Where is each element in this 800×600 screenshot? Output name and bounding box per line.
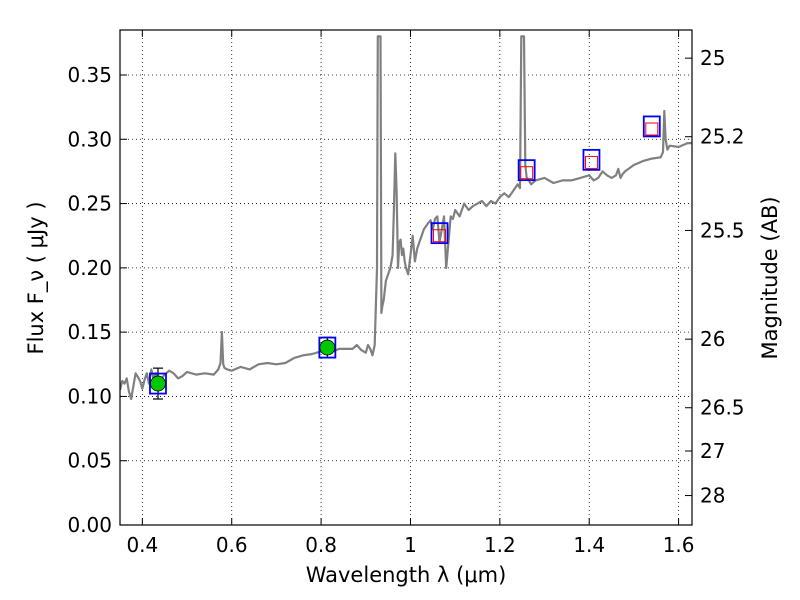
y-axis-label: Flux F_ν ( μJy ): [24, 201, 49, 354]
x-tick-label: 1: [404, 533, 417, 557]
mag-tick-label: 26: [700, 327, 725, 351]
observed-point: [319, 339, 336, 356]
model-square: [517, 159, 536, 182]
y-tick-label: 0.35: [67, 63, 112, 87]
observed-point: [150, 375, 166, 392]
red-marker: [433, 229, 447, 243]
y-tick-label: 0.30: [67, 127, 112, 151]
x-axis-label: Wavelength λ (μm): [306, 563, 507, 587]
mag-tick-label: 25.2: [700, 125, 745, 149]
red-marker: [520, 166, 534, 180]
mag-tick-label: 26.5: [700, 396, 745, 420]
x-tick-label: 1.4: [573, 533, 605, 557]
x-tick-label: 1.6: [663, 533, 695, 557]
y-tick-label: 0.20: [67, 256, 112, 280]
photometry-markers: [149, 115, 661, 400]
red-marker: [645, 122, 659, 136]
spectrum-layer: [120, 35, 692, 401]
mag-tick-label: 27: [700, 439, 725, 463]
right-axis-label: Magnitude (AB): [758, 196, 782, 359]
mag-tick-label: 25: [700, 46, 725, 70]
y-tick-label: 0.15: [67, 320, 112, 344]
axis-ticks: 0.4 0.6 0.8 1 1.2 1.4 1.6 0.00 0.05 0.10 0.15 0.20 0…: [67, 30, 745, 557]
model-square: [642, 115, 661, 138]
plot-frame: [119, 29, 693, 526]
x-tick-label: 0.4: [126, 533, 158, 557]
mag-tick-label: 28: [700, 484, 725, 508]
y-tick-label: 0.05: [67, 449, 112, 473]
y-tick-label: 0.10: [67, 384, 112, 408]
model-square: [149, 372, 167, 395]
x-tick-label: 0.8: [305, 533, 337, 557]
y-tick-label: 0.25: [67, 192, 112, 216]
mag-tick-label: 25.5: [700, 218, 745, 242]
red-marker: [584, 155, 598, 169]
x-tick-label: 1.2: [484, 533, 516, 557]
y-tick-label: 0.00: [67, 513, 112, 537]
model-square: [318, 336, 337, 359]
x-tick-label: 0.6: [216, 533, 248, 557]
grid-lines: [120, 30, 692, 526]
spectrum-line: [120, 35, 692, 401]
model-square: [582, 148, 601, 171]
model-square: [430, 222, 449, 245]
